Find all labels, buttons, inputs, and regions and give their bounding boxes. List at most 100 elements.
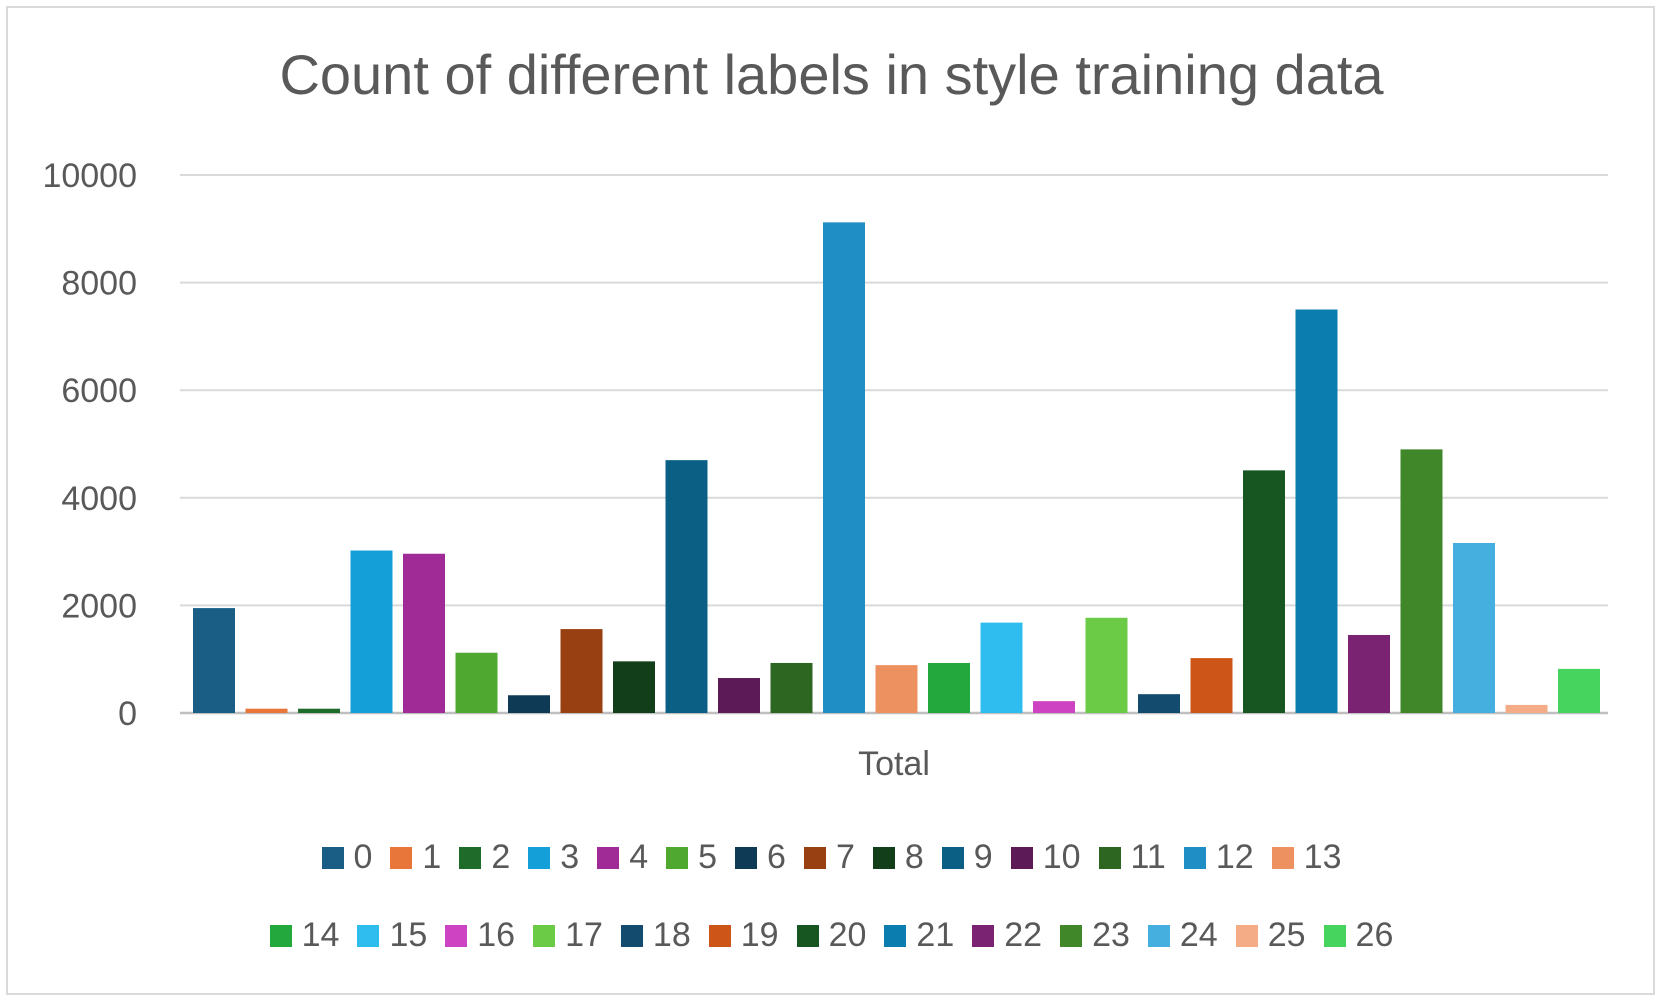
y-tick-label: 8000 — [61, 265, 137, 303]
legend-swatch — [796, 924, 819, 947]
y-tick-label: 0 — [118, 695, 137, 733]
legend-label: 25 — [1267, 916, 1306, 954]
legend-item-0: 0 — [321, 838, 373, 877]
legend-swatch — [357, 924, 380, 947]
legend-label: 4 — [629, 838, 649, 876]
legend-label: 6 — [767, 838, 786, 876]
legend-item-17: 17 — [533, 916, 603, 955]
legend-label: 24 — [1179, 916, 1218, 954]
bar-series-16 — [1033, 701, 1075, 713]
chart-title: Count of different labels in style train… — [279, 43, 1384, 106]
legend-item-13: 13 — [1271, 838, 1342, 877]
legend-swatch — [269, 924, 292, 947]
legend-swatch — [941, 846, 964, 869]
legend-item-23: 23 — [1060, 916, 1130, 955]
legend-swatch — [533, 924, 556, 947]
legend-label: 18 — [652, 916, 691, 954]
bar-series-1 — [245, 708, 288, 713]
legend-swatch — [597, 846, 620, 869]
legend-label: 2 — [491, 838, 511, 876]
legend-item-6: 6 — [735, 838, 786, 877]
bar-series-17 — [1085, 617, 1128, 713]
legend-item-18: 18 — [620, 916, 691, 955]
legend-item-3: 3 — [528, 838, 579, 877]
legend-item-19: 19 — [708, 916, 779, 955]
legend-label: 21 — [916, 916, 955, 954]
bar-series-4 — [403, 553, 445, 713]
legend-swatch — [1010, 846, 1033, 869]
legend-label: 1 — [422, 838, 442, 876]
gridlines — [180, 174, 1608, 715]
legend-swatch — [803, 846, 826, 869]
bar-series-6 — [508, 695, 550, 713]
bar-series-0 — [193, 608, 235, 713]
legend-item-4: 4 — [597, 838, 648, 877]
y-axis: 0 2000 4000 6000 8000 10000 — [42, 157, 137, 733]
legend-swatch — [459, 846, 482, 869]
legend-swatch — [972, 924, 995, 947]
bar-series-5 — [455, 652, 498, 713]
legend-label: 13 — [1303, 838, 1342, 876]
bar-series-24 — [1453, 542, 1495, 713]
bar-series-26 — [1558, 668, 1600, 713]
legend-item-2: 2 — [459, 838, 510, 877]
y-tick-label: 10000 — [42, 157, 137, 195]
bar-series-10 — [718, 678, 760, 713]
legend-label: 0 — [353, 838, 373, 876]
legend-label: 16 — [477, 916, 516, 954]
legend-swatch — [1323, 924, 1346, 947]
legend-label: 9 — [973, 838, 993, 876]
bar-series-19 — [1190, 658, 1233, 713]
legend-item-22: 22 — [972, 916, 1042, 955]
legend-label: 19 — [740, 916, 779, 954]
bar-series-13 — [875, 665, 918, 713]
x-category-label: Total — [858, 745, 930, 783]
legend-item-14: 14 — [269, 916, 340, 955]
y-tick-label: 6000 — [61, 372, 137, 410]
x-axis: Total — [858, 745, 930, 783]
legend-swatch — [884, 924, 907, 947]
legend-item-9: 9 — [941, 838, 993, 877]
legend-item-21: 21 — [884, 916, 954, 955]
legend-item-7: 7 — [803, 838, 855, 877]
legend-label: 15 — [389, 916, 428, 954]
legend-swatch — [708, 924, 731, 947]
legend-item-8: 8 — [872, 838, 924, 877]
bar-series-20 — [1243, 470, 1285, 713]
legend-label: 17 — [565, 916, 603, 954]
legend-item-24: 24 — [1147, 916, 1218, 955]
bars — [193, 222, 1600, 713]
legend-label: 22 — [1004, 916, 1043, 954]
legend-swatch — [1098, 846, 1121, 869]
bar-series-18 — [1138, 694, 1180, 713]
bar-series-15 — [980, 622, 1023, 713]
bar-series-11 — [770, 662, 813, 713]
bar-series-21 — [1295, 309, 1338, 713]
legend-swatch — [1235, 924, 1258, 947]
bar-series-3 — [350, 550, 393, 713]
legend-item-11: 11 — [1098, 838, 1166, 877]
legend-item-10: 10 — [1010, 838, 1081, 877]
bar-series-14 — [928, 662, 970, 713]
legend-swatch — [1183, 846, 1206, 869]
legend-item-20: 20 — [796, 916, 866, 955]
y-tick-label: 2000 — [61, 587, 137, 625]
legend-row: 0 1 2 3 4 5 6 7 8 9 10 11 12 13 — [0, 838, 1663, 877]
y-tick-label: 4000 — [61, 480, 137, 518]
legend-swatch — [390, 846, 413, 869]
legend-label: 14 — [301, 916, 340, 954]
legend-swatch — [1271, 846, 1294, 869]
legend-label: 12 — [1215, 838, 1254, 876]
legend-label: 8 — [904, 838, 924, 876]
legend-item-26: 26 — [1323, 916, 1393, 955]
legend-swatch — [872, 846, 895, 869]
bar-series-23 — [1400, 449, 1443, 713]
legend-swatch — [445, 924, 468, 947]
legend-swatch — [1147, 924, 1170, 947]
legend-item-16: 16 — [445, 916, 515, 955]
bar-series-12 — [823, 222, 865, 713]
legend-label: 10 — [1042, 838, 1081, 876]
legend-item-15: 15 — [357, 916, 427, 955]
legend-item-25: 25 — [1235, 916, 1306, 955]
